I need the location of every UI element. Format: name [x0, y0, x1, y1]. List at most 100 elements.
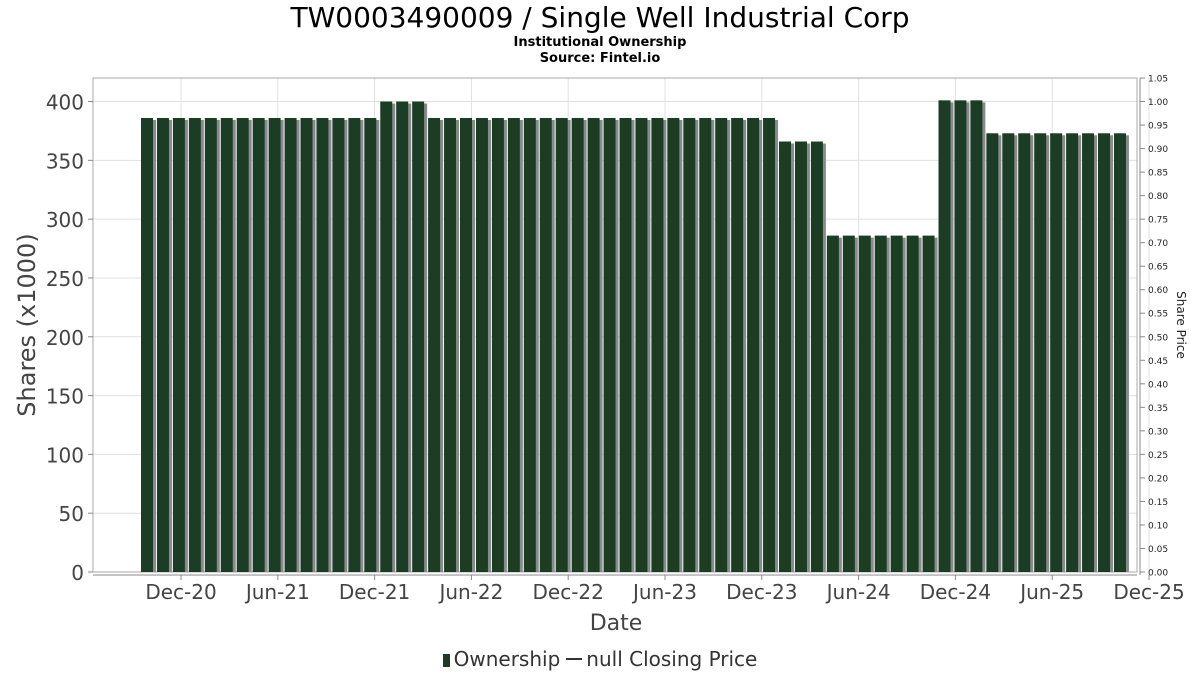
- ownership-bar: [810, 141, 823, 572]
- x-tick-label: Dec-21: [339, 580, 410, 604]
- ownership-bar: [539, 117, 552, 572]
- ownership-bar: [779, 141, 791, 572]
- x-tick-label: Jun-21: [244, 580, 310, 604]
- ownership-bar: [204, 117, 217, 572]
- chart-source: Source: Fintel.io: [539, 51, 661, 66]
- ownership-bar: [364, 117, 377, 572]
- legend: Ownership null Closing Price: [0, 646, 1200, 672]
- x-tick-label: Jun-23: [631, 580, 697, 604]
- ownership-bar: [651, 117, 664, 572]
- ownership-bar: [1098, 133, 1110, 572]
- y2-tick-label: 0.70: [1148, 239, 1168, 249]
- ownership-bar: [715, 117, 728, 572]
- x-tick-label: Dec-23: [726, 580, 797, 604]
- legend-price-label: null Closing Price: [586, 647, 758, 671]
- y2-tick-label: 0.90: [1148, 145, 1168, 155]
- ownership-bar: [380, 101, 393, 573]
- ownership-bar: [922, 235, 935, 572]
- ownership-bar: [555, 117, 568, 572]
- ownership-bar: [571, 117, 584, 572]
- ownership-bar: [667, 117, 680, 572]
- ownership-bar: [284, 117, 297, 572]
- bars: [141, 100, 1129, 573]
- ownership-bar: [156, 117, 169, 572]
- ownership-bar: [587, 117, 600, 572]
- ownership-bar: [172, 117, 185, 572]
- y-tick-label: 400: [46, 91, 84, 115]
- x-tick-label: Dec-22: [533, 580, 604, 604]
- ownership-bar: [794, 141, 807, 572]
- y2-tick-label: 1.00: [1148, 98, 1168, 108]
- legend-ownership-label: Ownership: [453, 647, 561, 671]
- legend-ownership-swatch: [442, 654, 450, 667]
- y2-tick-label: 0.45: [1148, 357, 1168, 367]
- ownership-bar: [619, 117, 632, 572]
- ownership-bar: [523, 117, 536, 572]
- x-tick-label: Jun-25: [1018, 580, 1084, 604]
- x-axis-label: Date: [590, 611, 643, 636]
- y-axis-ticks: 0 50 100 150 200 250 300 350 400: [46, 91, 93, 585]
- ownership-bar: [938, 100, 951, 572]
- chart-subtitle: Institutional Ownership: [513, 35, 687, 50]
- ownership-bar: [1002, 133, 1015, 572]
- ownership-bar: [252, 117, 265, 572]
- y-tick-label: 200: [46, 326, 84, 350]
- y2-axis-ticks: 0.00 0.05 0.10 0.15 0.20 0.25 0.30 0.35 0.40 0.45…: [1140, 75, 1168, 579]
- y2-tick-label: 1.05: [1148, 75, 1168, 85]
- y2-tick-label: 0.95: [1148, 122, 1168, 132]
- ownership-bar: [491, 117, 504, 572]
- ownership-bar: [954, 100, 967, 572]
- legend-price-swatch: [566, 658, 583, 660]
- y-tick-label: 150: [46, 385, 84, 409]
- y2-tick-label: 0.80: [1148, 192, 1168, 202]
- ownership-bar: [874, 235, 887, 572]
- x-tick-label: Jun-22: [437, 580, 503, 604]
- y-tick-label: 350: [46, 149, 84, 173]
- ownership-bar: [396, 101, 409, 573]
- x-tick-label: Dec-25: [1113, 580, 1184, 604]
- y2-axis-label: Share Price: [1174, 291, 1188, 359]
- y2-tick-label: 0.75: [1148, 216, 1168, 226]
- ownership-bar: [428, 117, 441, 572]
- ownership-bar: [603, 117, 616, 572]
- ownership-bar: [906, 235, 919, 572]
- ownership-bar: [220, 117, 233, 572]
- y2-tick-label: 0.65: [1148, 263, 1168, 273]
- ownership-bar: [1082, 133, 1095, 572]
- ownership-bar: [763, 117, 776, 572]
- y2-tick-label: 0.85: [1148, 169, 1168, 179]
- ownership-bar: [141, 117, 153, 572]
- ownership-bar: [1050, 133, 1063, 572]
- ownership-bar: [188, 117, 201, 572]
- ownership-bar: [970, 100, 983, 572]
- y2-tick-label: 0.10: [1148, 521, 1168, 531]
- ownership-bar: [460, 117, 472, 572]
- ownership-bar: [858, 235, 871, 572]
- y2-tick-label: 0.30: [1148, 427, 1168, 437]
- ownership-bar: [635, 117, 648, 572]
- x-tick-label: Dec-20: [145, 580, 216, 604]
- y-tick-label: 50: [59, 502, 84, 526]
- ownership-bar: [1018, 133, 1031, 572]
- y2-tick-label: 0.20: [1148, 474, 1168, 484]
- y-tick-label: 0: [71, 561, 84, 585]
- y2-tick-label: 0.35: [1148, 404, 1168, 414]
- y-tick-label: 250: [46, 267, 84, 291]
- ownership-bar: [1113, 133, 1126, 572]
- ownership-bar: [332, 117, 345, 572]
- ownership-bar: [268, 117, 281, 572]
- ownership-bar: [316, 117, 329, 572]
- y2-tick-label: 0.55: [1148, 310, 1168, 320]
- ownership-bar: [444, 117, 457, 572]
- ownership-bar: [300, 117, 313, 572]
- y-tick-label: 100: [46, 443, 84, 467]
- ownership-bar: [986, 133, 999, 572]
- y2-tick-label: 0.25: [1148, 451, 1168, 461]
- y2-tick-label: 0.05: [1148, 545, 1168, 555]
- chart-title: TW0003490009 / Single Well Industrial Co…: [290, 1, 910, 34]
- y-axis-label: Shares (x1000): [13, 233, 41, 416]
- y2-tick-label: 0.00: [1148, 569, 1168, 579]
- ownership-bar: [683, 117, 696, 572]
- ownership-bar: [1034, 133, 1047, 572]
